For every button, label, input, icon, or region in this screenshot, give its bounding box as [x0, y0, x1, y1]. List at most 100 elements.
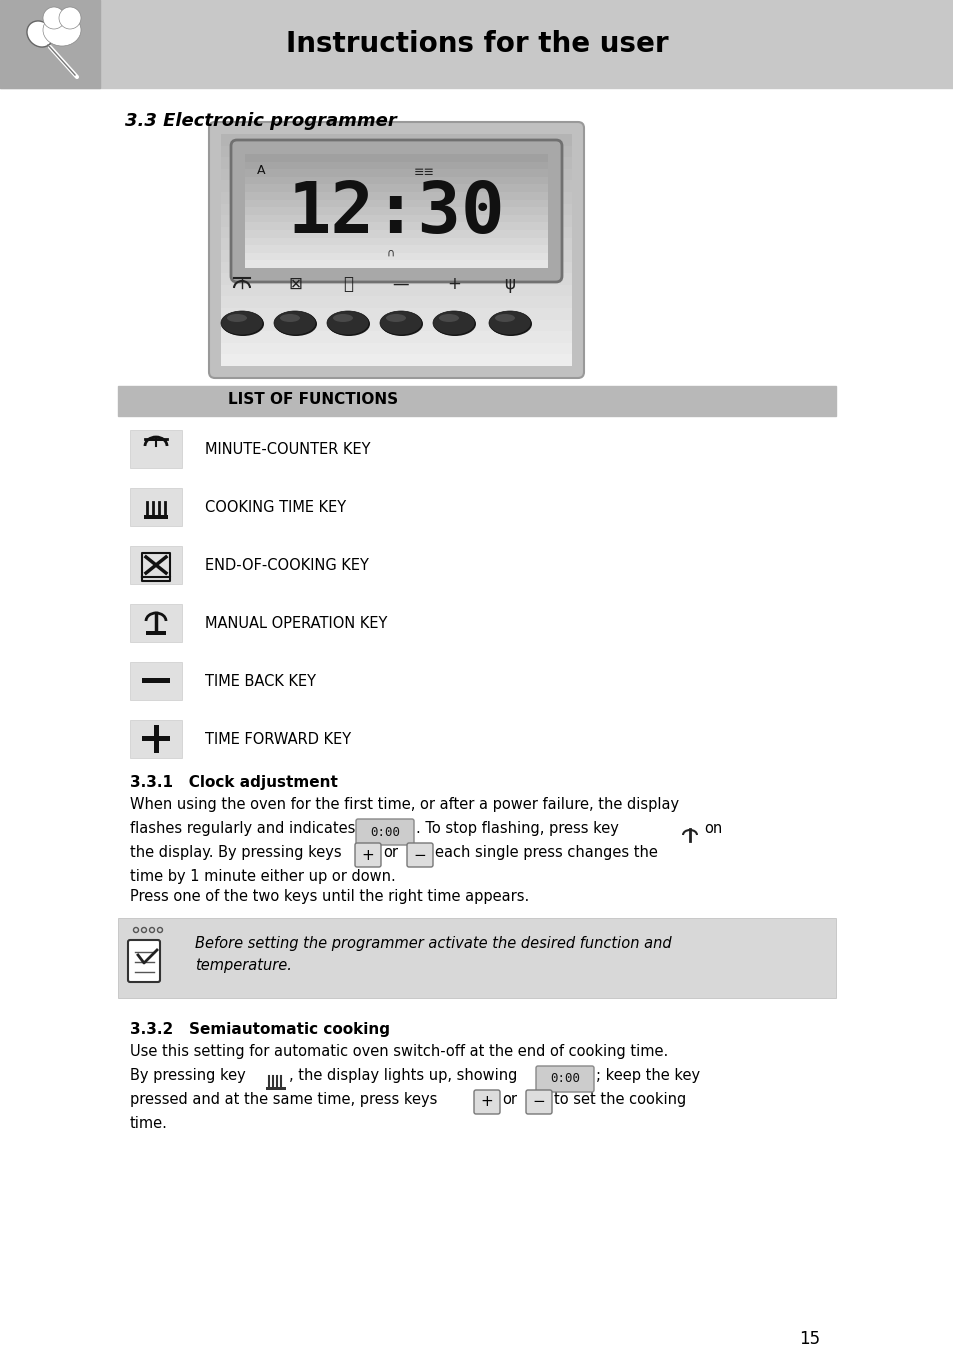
Text: ψ: ψ [504, 274, 515, 293]
Text: Press one of the two keys until the right time appears.: Press one of the two keys until the righ… [130, 890, 529, 904]
Ellipse shape [386, 314, 406, 322]
Text: ∩: ∩ [387, 247, 395, 258]
Ellipse shape [43, 7, 65, 28]
Text: Before setting the programmer activate the desired function and: Before setting the programmer activate t… [194, 936, 671, 950]
Bar [221, 250, 572, 261]
FancyBboxPatch shape [525, 1090, 552, 1114]
Text: +: + [480, 1095, 493, 1110]
Bar [221, 354, 572, 366]
Ellipse shape [221, 311, 263, 335]
Text: the display. By pressing keys: the display. By pressing keys [130, 845, 341, 860]
Bar [130, 721, 182, 758]
Bar [245, 200, 547, 207]
Bar [130, 662, 182, 700]
Text: pressed and at the same time, press keys: pressed and at the same time, press keys [130, 1092, 436, 1107]
Bar [245, 207, 547, 215]
Ellipse shape [380, 312, 422, 337]
Bar [130, 546, 182, 584]
Ellipse shape [495, 314, 515, 322]
Bar [221, 204, 572, 215]
Text: —: — [393, 274, 409, 293]
Bar [245, 169, 547, 177]
Bar [266, 1087, 286, 1090]
Bar [245, 261, 547, 268]
Ellipse shape [434, 312, 476, 337]
Text: or: or [501, 1092, 517, 1107]
Bar [221, 261, 572, 273]
Text: . To stop flashing, press key: . To stop flashing, press key [416, 821, 618, 836]
Text: COOKING TIME KEY: COOKING TIME KEY [205, 499, 346, 515]
Ellipse shape [379, 311, 421, 335]
Bar [221, 169, 572, 180]
Text: or: or [382, 845, 397, 860]
Ellipse shape [328, 312, 370, 337]
Bar [221, 146, 572, 157]
Text: 3.3.2   Semiautomatic cooking: 3.3.2 Semiautomatic cooking [130, 1022, 390, 1037]
Bar [221, 296, 572, 308]
Text: By pressing key: By pressing key [130, 1068, 246, 1083]
Ellipse shape [274, 312, 316, 337]
Bar [130, 430, 182, 468]
Bar [245, 245, 547, 253]
Bar [0, 0, 953, 88]
Bar [245, 192, 547, 200]
FancyBboxPatch shape [231, 141, 561, 283]
Text: ; keep the key: ; keep the key [596, 1068, 700, 1083]
Text: time.: time. [130, 1115, 168, 1132]
Bar [221, 192, 572, 204]
Bar [245, 238, 547, 245]
Text: 0:00: 0:00 [370, 826, 399, 838]
Text: +: + [447, 274, 460, 293]
Text: 3.3 Electronic programmer: 3.3 Electronic programmer [125, 112, 396, 130]
Text: Use this setting for automatic oven switch-off at the end of cooking time.: Use this setting for automatic oven swit… [130, 1044, 667, 1059]
FancyBboxPatch shape [209, 122, 583, 379]
Text: to set the cooking: to set the cooking [554, 1092, 685, 1107]
Bar [221, 285, 572, 296]
Text: 3.3.1   Clock adjustment: 3.3.1 Clock adjustment [130, 775, 337, 790]
Bar [221, 215, 572, 227]
FancyBboxPatch shape [355, 819, 414, 845]
Bar [142, 677, 170, 683]
Bar [221, 308, 572, 319]
Bar [245, 177, 547, 184]
Ellipse shape [222, 312, 264, 337]
Bar [245, 253, 547, 261]
Bar [142, 735, 170, 741]
Text: −: − [532, 1095, 545, 1110]
Text: time by 1 minute either up or down.: time by 1 minute either up or down. [130, 869, 395, 884]
Bar [221, 238, 572, 250]
Bar [221, 273, 572, 285]
Bar [221, 343, 572, 354]
Bar [130, 604, 182, 642]
Ellipse shape [43, 14, 81, 46]
Text: 0:00: 0:00 [550, 1072, 579, 1086]
Text: END-OF-COOKING KEY: END-OF-COOKING KEY [205, 557, 369, 572]
Bar [153, 725, 159, 753]
Ellipse shape [489, 311, 531, 335]
Bar [0, 0, 100, 88]
Text: 15: 15 [798, 1330, 820, 1348]
Text: flashes regularly and indicates: flashes regularly and indicates [130, 821, 355, 836]
Text: Instructions for the user: Instructions for the user [285, 30, 668, 58]
Bar [145, 439, 167, 441]
Text: 12:30: 12:30 [287, 180, 504, 249]
Bar [144, 515, 168, 519]
Text: When using the oven for the first time, or after a power failure, the display: When using the oven for the first time, … [130, 796, 679, 813]
FancyBboxPatch shape [536, 1065, 594, 1092]
Ellipse shape [433, 311, 475, 335]
Text: ≡≡: ≡≡ [413, 166, 434, 178]
Bar [245, 184, 547, 192]
Bar [221, 331, 572, 343]
Ellipse shape [490, 312, 532, 337]
FancyBboxPatch shape [407, 844, 433, 867]
Bar [118, 387, 835, 416]
Bar [245, 222, 547, 230]
Ellipse shape [27, 22, 53, 47]
Text: each single press changes the: each single press changes the [435, 845, 658, 860]
Text: TIME BACK KEY: TIME BACK KEY [205, 673, 315, 688]
Text: MANUAL OPERATION KEY: MANUAL OPERATION KEY [205, 615, 387, 630]
Bar [221, 134, 572, 146]
Bar [245, 162, 547, 169]
Text: +: + [361, 848, 374, 863]
Bar [245, 230, 547, 238]
